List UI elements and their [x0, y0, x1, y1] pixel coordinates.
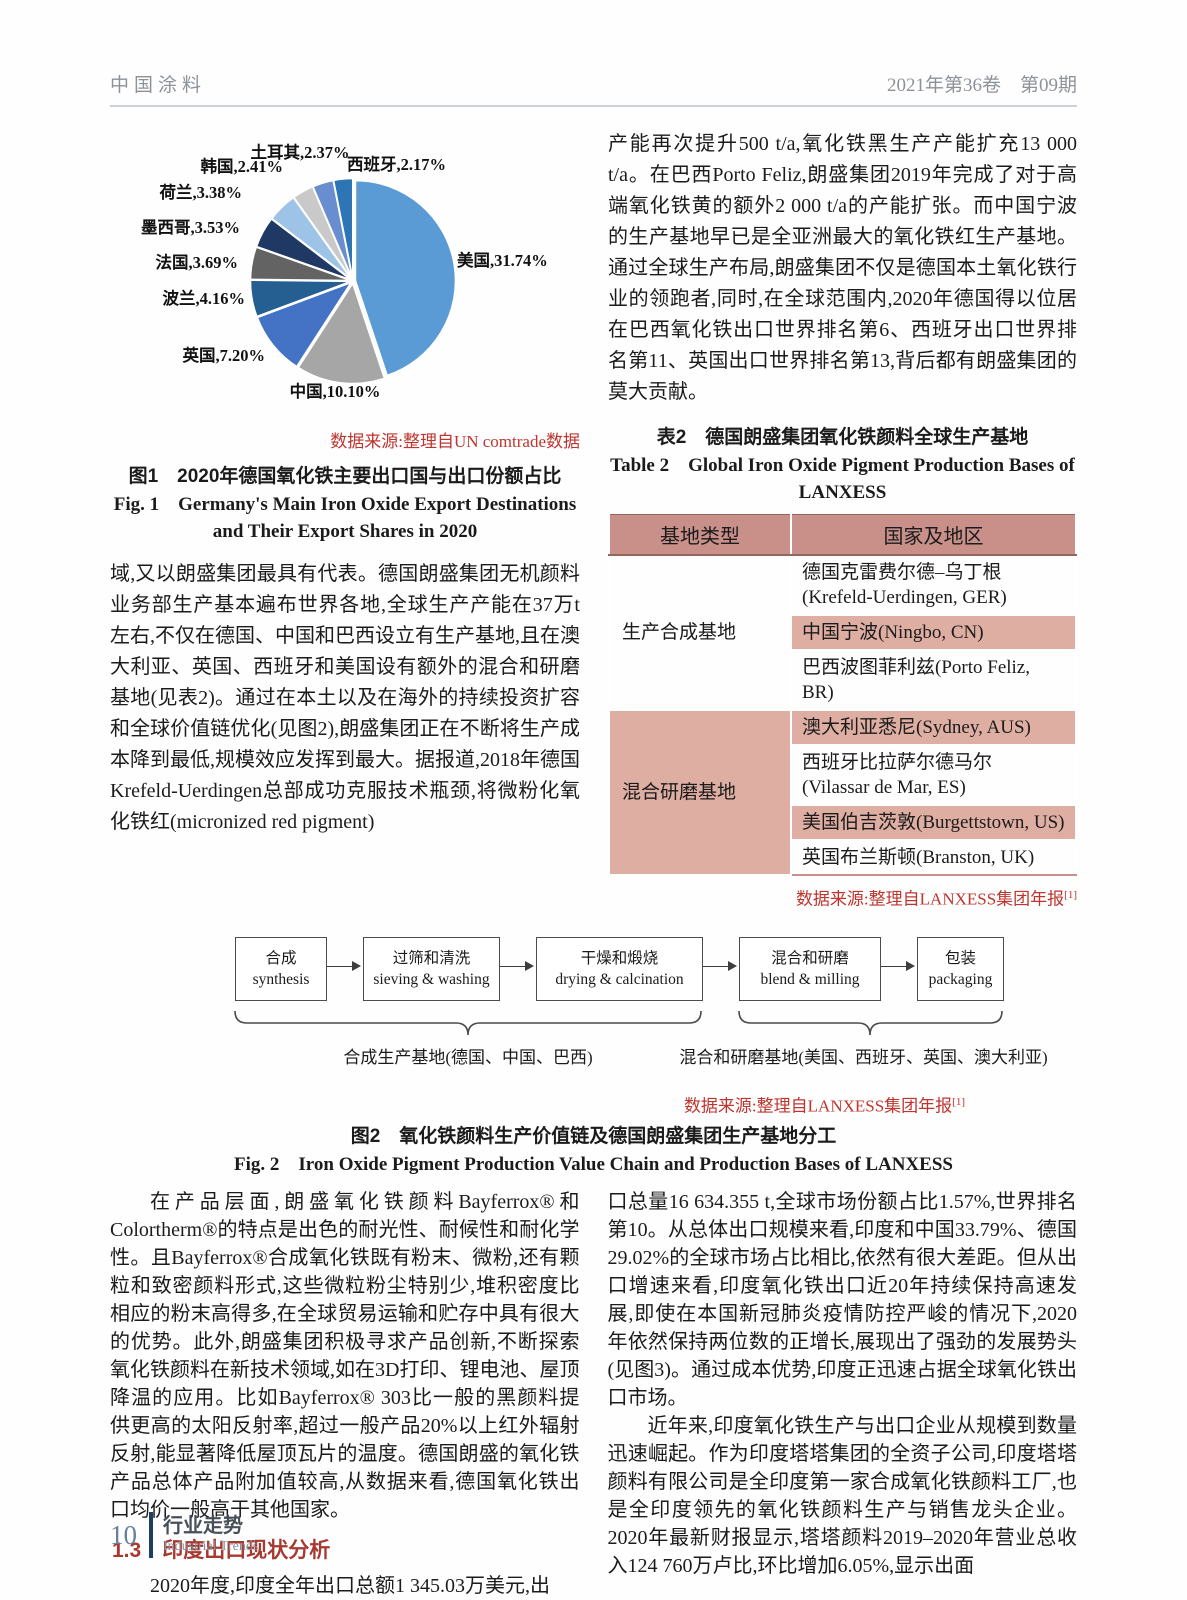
bottom-section: 在产品层面,朗盛氧化铁颜料Bayferrox®和Colortherm®的特点是出…	[110, 1188, 1077, 1600]
table-row: 西班牙比拉萨尔德马尔 (Vilassar de Mar, ES)	[609, 744, 1077, 806]
section-heading-1-3: 1.3 印度出口现状分析	[112, 1539, 331, 1563]
arrow-right-icon	[881, 960, 915, 971]
page-header: 中国涂料 2021年第36卷 第09期	[110, 70, 1077, 107]
table-cell: 巴西波图菲利兹(Porto Feliz, BR)	[790, 649, 1077, 711]
journal-name: 中国涂料	[110, 75, 207, 96]
left-brace-icon	[234, 1010, 702, 1035]
table2: 基地类型 国家及地区 生产合成基地 德国克雷费尔德–乌丁根 (Krefeld-U…	[608, 514, 1077, 876]
group-cell: 生产合成基地	[608, 554, 792, 711]
footer-section-zh: 行业走势	[163, 1515, 243, 1537]
arrow-right-icon	[500, 960, 534, 971]
table-cell: 中国宁波(Ningbo, CN)	[790, 614, 1077, 651]
table-cell: 德国克雷费尔德–乌丁根 (Krefeld-Uerdingen, GER)	[790, 554, 1077, 616]
brace-right-label: 混合和研磨基地(美国、西班牙、英国、澳大利亚)	[679, 1047, 1048, 1067]
pie-slice-英国	[256, 281, 353, 368]
table-cell: 英国布兰斯顿(Branston, UK)	[790, 839, 1077, 876]
group-cell: 混合研磨基地	[608, 709, 792, 876]
figure2-caption-en: Fig. 2 Iron Oxide Pigment Production Val…	[234, 1154, 953, 1176]
flow-box-synthesis: 合成 synthesis	[235, 936, 327, 1001]
table2-source: 数据来源:整理自LANXESS集团年报[1]	[795, 889, 1077, 909]
pie-slice-西班牙	[332, 177, 354, 279]
paragraph: 2020年度,印度全年出口总额1 345.03万美元,出	[150, 1575, 550, 1598]
page-footer: 10 行业走势 Industrial Trends	[110, 1512, 258, 1558]
pie-slice-波兰	[249, 279, 351, 318]
paragraph: 在产品层面,朗盛氧化铁颜料Bayferrox®和Colortherm®的特点是出…	[110, 1191, 580, 1522]
pie-chart-figure1: 美国,31.74% 中国,10.10% 英国,7.20% 波兰,4.16% 法国,3.6…	[141, 142, 548, 401]
figure2-source: 数据来源:整理自LANXESS集团年报[1]	[683, 1095, 965, 1116]
table-cell: 西班牙比拉萨尔德马尔 (Vilassar de Mar, ES)	[790, 744, 1077, 806]
paragraph: 近年来,印度氧化铁生产与出口企业从规模到数量迅速崛起。作为印度塔塔集团的全资子公…	[607, 1415, 1078, 1578]
table2-block: 表2 德国朗盛集团氧化铁颜料全球生产基地 Table 2 Global Iron…	[608, 424, 1077, 911]
pie-label-荷兰: 荷兰,3.38%	[160, 182, 243, 202]
arrow-right-icon	[327, 960, 361, 971]
figure2-caption-zh: 图2 氧化铁颜料生产价值链及德国朗盛集团生产基地分工	[350, 1126, 837, 1148]
pie-label-波兰: 波兰,4.16%	[163, 288, 246, 308]
flow-box-drying: 干燥和煅烧 drying & calcination	[536, 936, 703, 1001]
brace-left-label: 合成生产基地(德国、中国、巴西)	[343, 1047, 593, 1067]
bottom-left-column: 在产品层面,朗盛氧化铁颜料Bayferrox®和Colortherm®的特点是出…	[110, 1188, 580, 1600]
flow-box-blend: 混合和研磨 blend & milling	[739, 936, 881, 1001]
table-row: 巴西波图菲利兹(Porto Feliz, BR)	[609, 649, 1077, 711]
table-header-row: 基地类型 国家及地区	[608, 514, 1077, 556]
table-row: 中国宁波(Ningbo, CN)	[609, 614, 1077, 651]
figure2-diagram: 合成 synthesis 过筛和清洗 sieving & washing 干燥和煅烧…	[110, 936, 1077, 1089]
pie-slice-美国	[354, 179, 457, 377]
figure1-source: 数据来源:整理自UN comtrade数据	[330, 432, 580, 451]
table2-title-zh: 表2 德国朗盛集团氧化铁颜料全球生产基地	[656, 427, 1029, 448]
paragraph: 域,又以朗盛集团最具有代表。德国朗盛集团无机颜料业务部生产基本遍布世界各地,全球…	[110, 563, 580, 833]
top-right-column: 产能再次提升500 t/a,氧化铁黑生产产能扩充13 000 t/a。在巴西Po…	[608, 129, 1077, 911]
pie-label-西班牙: 西班牙,2.17%	[347, 155, 446, 174]
table-header-cell: 基地类型	[608, 514, 792, 556]
bottom-right-column: 口总量16 634.355 t,全球市场份额占比1.57%,世界排名第10。从总…	[608, 1188, 1078, 1600]
pie-label-美国: 美国,31.74%	[457, 250, 548, 270]
figure1-caption-en: Fig. 1 Germany's Main Iron Oxide Export …	[113, 494, 577, 542]
issue-info: 2021年第36卷 第09期	[886, 75, 1077, 96]
pie-slice-墨西哥	[255, 217, 352, 281]
flow-box-packaging: 包装 packaging	[917, 936, 1004, 1001]
footer-divider	[149, 1512, 153, 1558]
top-section: 美国,31.74% 中国,10.10% 英国,7.20% 波兰,4.16% 法国,3.6…	[110, 129, 1077, 911]
pie-slice-法国	[249, 246, 351, 282]
pie-label-中国: 中国,10.10%	[290, 381, 381, 401]
paragraph: 产能再次提升500 t/a,氧化铁黑生产产能扩充13 000 t/a。在巴西Po…	[608, 133, 1077, 403]
pie-label-墨西哥: 墨西哥,3.53%	[141, 218, 240, 237]
flow-box-sieving: 过筛和清洗 sieving & washing	[363, 936, 500, 1001]
top-left-column: 美国,31.74% 中国,10.10% 英国,7.20% 波兰,4.16% 法国,3.6…	[110, 129, 580, 911]
arrow-right-icon	[703, 960, 737, 971]
table-header-cell: 国家及地区	[790, 514, 1077, 556]
pie-slice-中国	[297, 281, 386, 385]
table-row: 美国伯吉茨敦(Burgettstown, US)	[609, 804, 1077, 841]
pie-label-韩国: 韩国,2.41%	[201, 156, 284, 176]
footer-section-en: Industrial Trends	[163, 1539, 259, 1554]
right-brace-icon	[738, 1010, 1003, 1035]
table-row: 英国布兰斯顿(Branston, UK)	[609, 839, 1077, 876]
pie-label-土耳其: 土耳其,2.37%	[251, 142, 350, 162]
table-cell: 澳大利亚悉尼(Sydney, AUS)	[790, 709, 1077, 746]
figure1-caption-zh: 图1 2020年德国氧化铁主要出口国与出口份额占比	[128, 466, 562, 487]
table-cell: 美国伯吉茨敦(Burgettstown, US)	[790, 804, 1077, 841]
table2-title-en: Table 2 Global Iron Oxide Pigment Produc…	[610, 455, 1075, 503]
pie-label-英国: 英国,7.20%	[183, 345, 266, 365]
pie-label-法国: 法国,3.69%	[156, 252, 239, 272]
table-row: 混合研磨基地 澳大利亚悉尼(Sydney, AUS)	[608, 709, 1077, 876]
brace-icons	[234, 1010, 1003, 1035]
paragraph: 口总量16 634.355 t,全球市场份额占比1.57%,世界排名第10。从总…	[607, 1191, 1078, 1410]
page-number: 10	[110, 1519, 137, 1550]
table-row: 生产合成基地 德国克雷费尔德–乌丁根 (Krefeld-Uerdingen, G…	[608, 554, 1077, 711]
